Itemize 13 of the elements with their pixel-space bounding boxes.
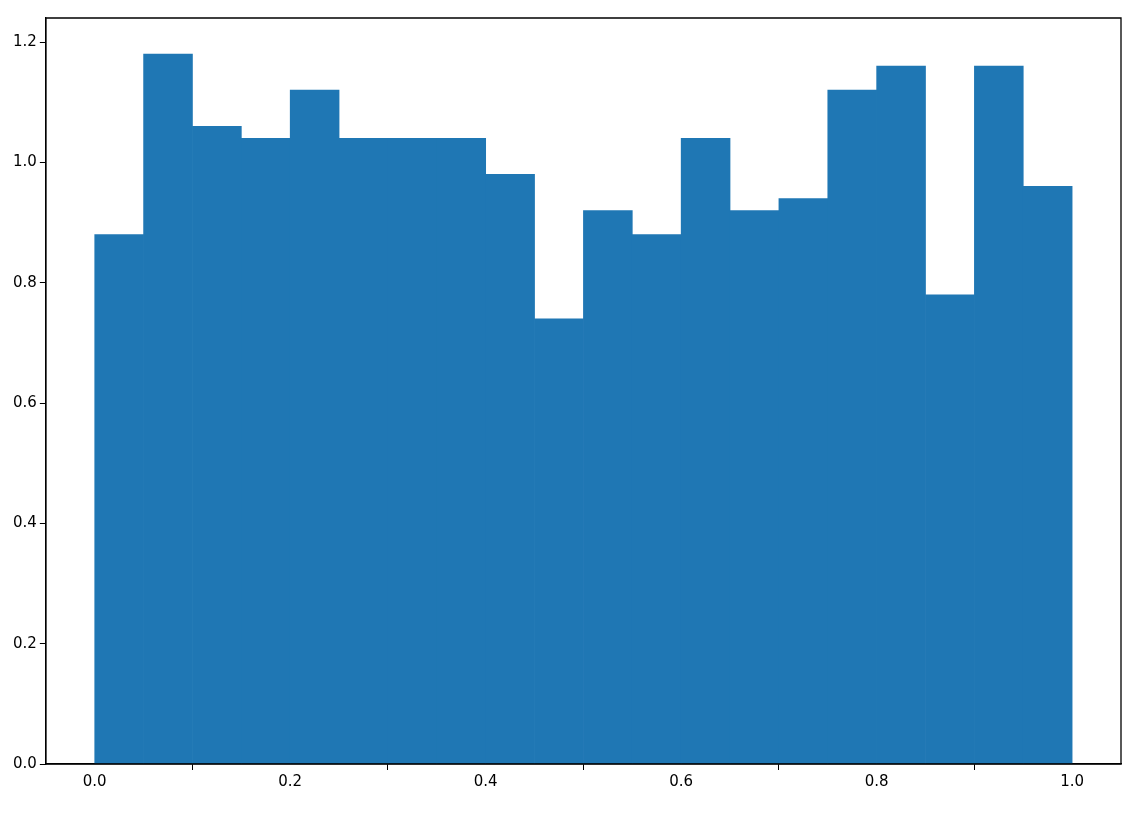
x-tick-label: 0.0: [82, 771, 107, 790]
x-tick-label: 0.2: [278, 771, 303, 790]
y-tick-label: 1.0: [13, 152, 37, 171]
x-tick-label: 1.0: [1060, 771, 1085, 790]
y-tick-label: 1.2: [13, 31, 37, 50]
y-tick-label: 0.8: [13, 272, 37, 291]
x-tick-label: 0.4: [473, 771, 498, 790]
y-tick-label: 0.2: [13, 633, 37, 652]
y-tick-label: 0.6: [13, 392, 37, 411]
x-tick-label: 0.8: [864, 771, 889, 790]
y-tick-label: 0.4: [13, 513, 37, 532]
y-tick-label: 0.0: [13, 753, 37, 772]
x-tick-label: 0.6: [669, 771, 694, 790]
